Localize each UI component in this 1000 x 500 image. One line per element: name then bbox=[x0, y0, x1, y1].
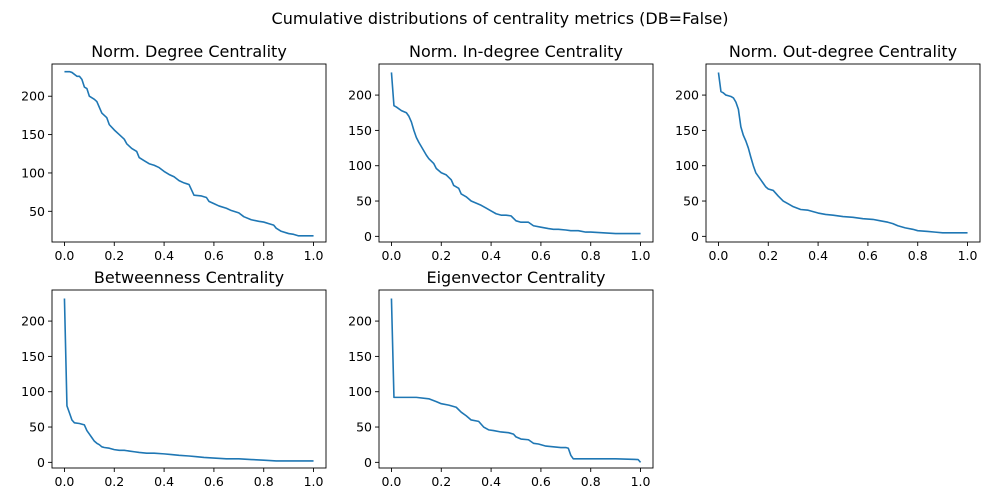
series-line-in-degree bbox=[390, 72, 641, 235]
y-tick-label: 0 bbox=[364, 455, 372, 470]
subplot-title: Norm. Out-degree Centrality bbox=[729, 42, 957, 61]
x-tick-label: 0.8 bbox=[908, 248, 928, 263]
x-tick-label: 0.6 bbox=[204, 474, 224, 489]
x-tick-label: 0.6 bbox=[858, 248, 878, 263]
y-tick-label: 150 bbox=[348, 123, 372, 138]
axes-frame bbox=[705, 63, 981, 243]
subplot-in-degree: Norm. In-degree Centrality 0.0 0.2 0.4 0.6 0.… bbox=[348, 42, 654, 263]
axes-frame bbox=[378, 63, 654, 243]
y-tick-label: 50 bbox=[356, 420, 372, 435]
axes-frame bbox=[51, 289, 327, 469]
y-tick-label: 50 bbox=[29, 204, 45, 219]
x-tick-label: 0.8 bbox=[254, 474, 274, 489]
y-tick-label: 200 bbox=[21, 314, 45, 329]
series-line-out-degree bbox=[717, 72, 968, 234]
y-tick-label: 0 bbox=[691, 229, 699, 244]
x-tick-label: 1.0 bbox=[631, 248, 651, 263]
x-tick-label: 0.6 bbox=[531, 474, 551, 489]
x-tick-label: 1.0 bbox=[304, 474, 324, 489]
subplot-title: Norm. Degree Centrality bbox=[91, 42, 287, 61]
figure-title: Cumulative distributions of centrality m… bbox=[272, 9, 729, 28]
x-tick-label: 0.4 bbox=[481, 474, 501, 489]
y-tick-label: 50 bbox=[356, 194, 372, 209]
x-tick-label: 0.0 bbox=[709, 248, 729, 263]
y-tick-label: 50 bbox=[683, 194, 699, 209]
axes-frame bbox=[51, 63, 327, 243]
x-tick-label: 0.4 bbox=[154, 248, 174, 263]
x-tick-label: 0.6 bbox=[204, 248, 224, 263]
x-tick-label: 0.2 bbox=[431, 474, 451, 489]
subplot-degree: Norm. Degree Centrality 0.0 0.2 0.4 0.6 0.8 1.… bbox=[21, 42, 327, 263]
y-tick-label: 150 bbox=[675, 123, 699, 138]
subplot-title: Norm. In-degree Centrality bbox=[409, 42, 623, 61]
y-tick-label: 150 bbox=[21, 127, 45, 142]
y-tick-label: 200 bbox=[348, 314, 372, 329]
y-tick-label: 150 bbox=[348, 349, 372, 364]
y-tick-label: 0 bbox=[364, 229, 372, 244]
x-tick-label: 0.0 bbox=[55, 474, 75, 489]
y-tick-label: 150 bbox=[21, 349, 45, 364]
y-tick-label: 200 bbox=[348, 88, 372, 103]
x-tick-label: 0.2 bbox=[431, 248, 451, 263]
y-tick-label: 100 bbox=[21, 165, 45, 180]
x-tick-label: 0.4 bbox=[808, 248, 828, 263]
series-line-degree bbox=[64, 70, 314, 237]
x-tick-label: 0.6 bbox=[531, 248, 551, 263]
x-tick-label: 0.4 bbox=[154, 474, 174, 489]
y-tick-label: 100 bbox=[675, 158, 699, 173]
x-tick-label: 0.0 bbox=[382, 474, 402, 489]
subplots: Norm. Degree Centrality 0.0 0.2 0.4 0.6 0.8 1.… bbox=[21, 42, 981, 489]
axes-frame bbox=[378, 289, 654, 469]
subplot-out-degree: Norm. Out-degree Centrality 0.0 0.2 0.4 0.6 0… bbox=[675, 42, 981, 263]
y-tick-label: 0 bbox=[37, 455, 45, 470]
y-tick-label: 100 bbox=[21, 384, 45, 399]
x-tick-label: 0.8 bbox=[581, 248, 601, 263]
y-tick-label: 200 bbox=[675, 88, 699, 103]
y-tick-label: 200 bbox=[21, 89, 45, 104]
y-tick-label: 50 bbox=[29, 420, 45, 435]
x-tick-label: 0.8 bbox=[254, 248, 274, 263]
x-tick-label: 1.0 bbox=[631, 474, 651, 489]
x-tick-label: 0.0 bbox=[55, 248, 75, 263]
x-tick-label: 0.8 bbox=[581, 474, 601, 489]
x-tick-label: 1.0 bbox=[958, 248, 978, 263]
x-tick-label: 0.2 bbox=[758, 248, 778, 263]
subplot-eigenvector: Eigenvector Centrality 0.0 0.2 0.4 0.6 0.8 1.0… bbox=[348, 268, 654, 489]
subplot-title: Betweenness Centrality bbox=[94, 268, 284, 287]
x-tick-label: 1.0 bbox=[304, 248, 324, 263]
y-tick-label: 100 bbox=[348, 384, 372, 399]
x-tick-label: 0.2 bbox=[104, 474, 124, 489]
y-tick-label: 100 bbox=[348, 158, 372, 173]
x-tick-label: 0.4 bbox=[481, 248, 501, 263]
series-line-eigenvector bbox=[390, 298, 642, 463]
subplot-title: Eigenvector Centrality bbox=[427, 268, 606, 287]
series-line-betweenness bbox=[63, 298, 314, 462]
x-tick-label: 0.2 bbox=[104, 248, 124, 263]
subplot-betweenness: Betweenness Centrality 0.0 0.2 0.4 0.6 0.8 1.0… bbox=[21, 268, 327, 489]
x-tick-label: 0.0 bbox=[382, 248, 402, 263]
